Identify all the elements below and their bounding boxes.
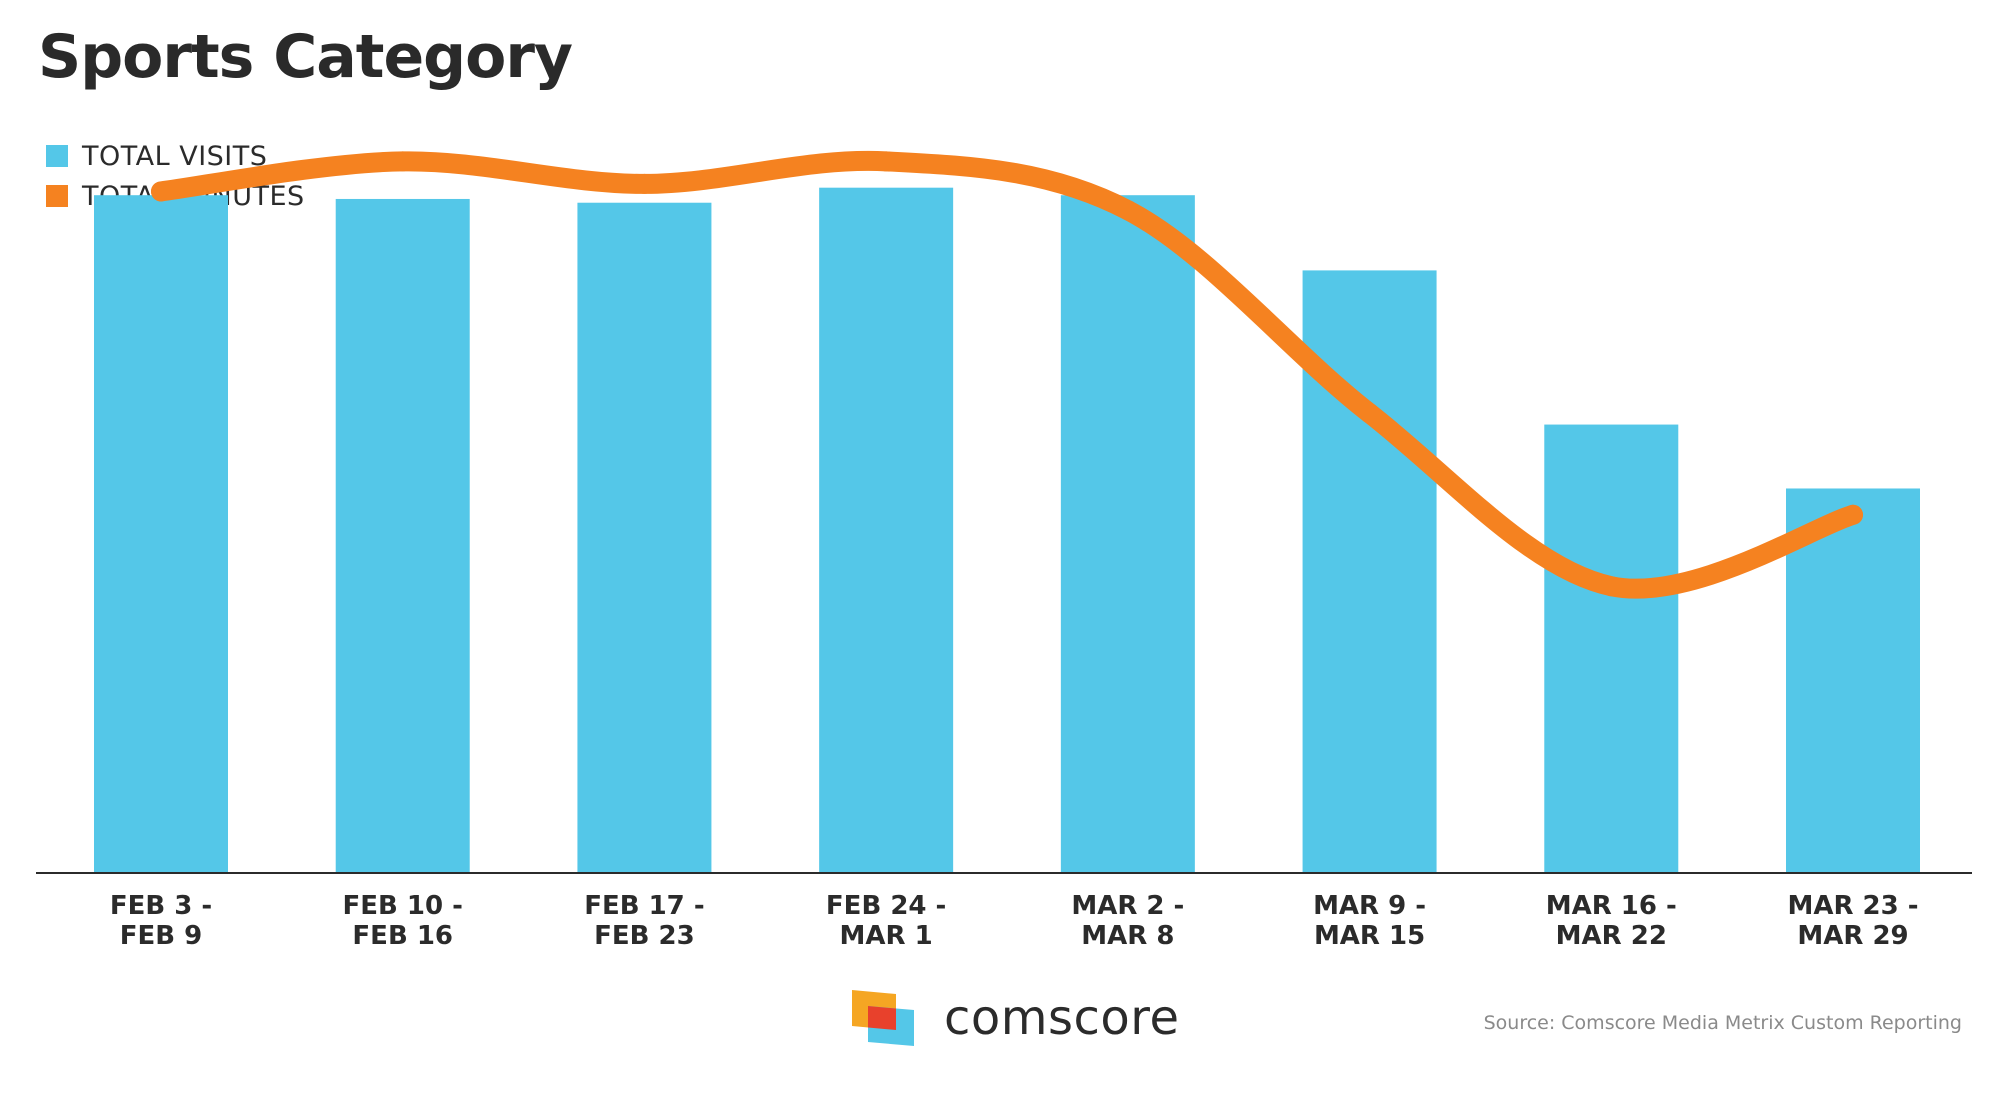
x-tick-label-7-line-2: MAR 22: [1556, 921, 1667, 951]
legend-swatch-total-visits: [46, 145, 68, 167]
x-tick-label-8-line-1: MAR 23 -: [1787, 891, 1918, 921]
x-tick-label-4-line-1: FEB 24 -: [826, 891, 946, 921]
point-total-minutes-6: [1359, 403, 1380, 424]
legend-item-total-visits: TOTAL VISITS: [46, 136, 305, 176]
bar-total-visits-1: [94, 195, 228, 872]
x-tick-label-2-line-2: FEB 16: [352, 921, 453, 951]
chart-title: Sports Category: [38, 22, 573, 92]
bar-total-visits-3: [577, 202, 712, 873]
point-total-minutes-1: [151, 181, 171, 202]
bar-total-visits-4: [819, 187, 954, 872]
source-note: Source: Comscore Media Metrix Custom Rep…: [1483, 1012, 1962, 1034]
point-total-minutes-8: [1843, 504, 1863, 525]
x-tick-label-7-line-1: MAR 16 -: [1546, 891, 1677, 921]
bar-total-visits-5: [1060, 195, 1195, 872]
bar-total-visits-7: [1544, 424, 1679, 872]
point-total-minutes-2: [392, 151, 413, 172]
x-tick-label-5-line-1: MAR 2 -: [1071, 891, 1184, 921]
x-tick-label-4-line-2: MAR 1: [840, 921, 933, 951]
point-total-minutes-3: [634, 173, 655, 194]
legend-label-total-visits: TOTAL VISITS: [82, 140, 268, 172]
x-tick-label-3-line-1: FEB 17 -: [584, 891, 704, 921]
bar-total-visits-2: [335, 198, 470, 872]
x-tick-label-1-line-1: FEB 3 -: [110, 891, 212, 921]
x-tick-label-8-line-2: MAR 29: [1797, 921, 1908, 951]
legend-swatch-total-minutes: [46, 185, 68, 207]
comscore-logo-text: comscore: [944, 990, 1180, 1046]
x-tick-label-1-line-2: FEB 9: [120, 921, 202, 951]
x-tick-label-3-line-2: FEB 23: [594, 921, 695, 951]
bar-total-visits-8: [1786, 488, 1920, 872]
comscore-logo: comscore: [852, 990, 1180, 1046]
point-total-minutes-7: [1601, 576, 1622, 597]
line-total-minutes: [151, 150, 1863, 599]
x-tick-label-2-line-1: FEB 10 -: [343, 891, 463, 921]
x-tick-label-5-line-2: MAR 8: [1081, 921, 1174, 951]
point-total-minutes-5: [1117, 200, 1138, 221]
comscore-logo-icon: [852, 990, 920, 1046]
point-total-minutes-4: [876, 151, 897, 172]
x-tick-label-6-line-2: MAR 15: [1314, 921, 1425, 951]
x-tick-label-6-line-1: MAR 9 -: [1313, 891, 1426, 921]
